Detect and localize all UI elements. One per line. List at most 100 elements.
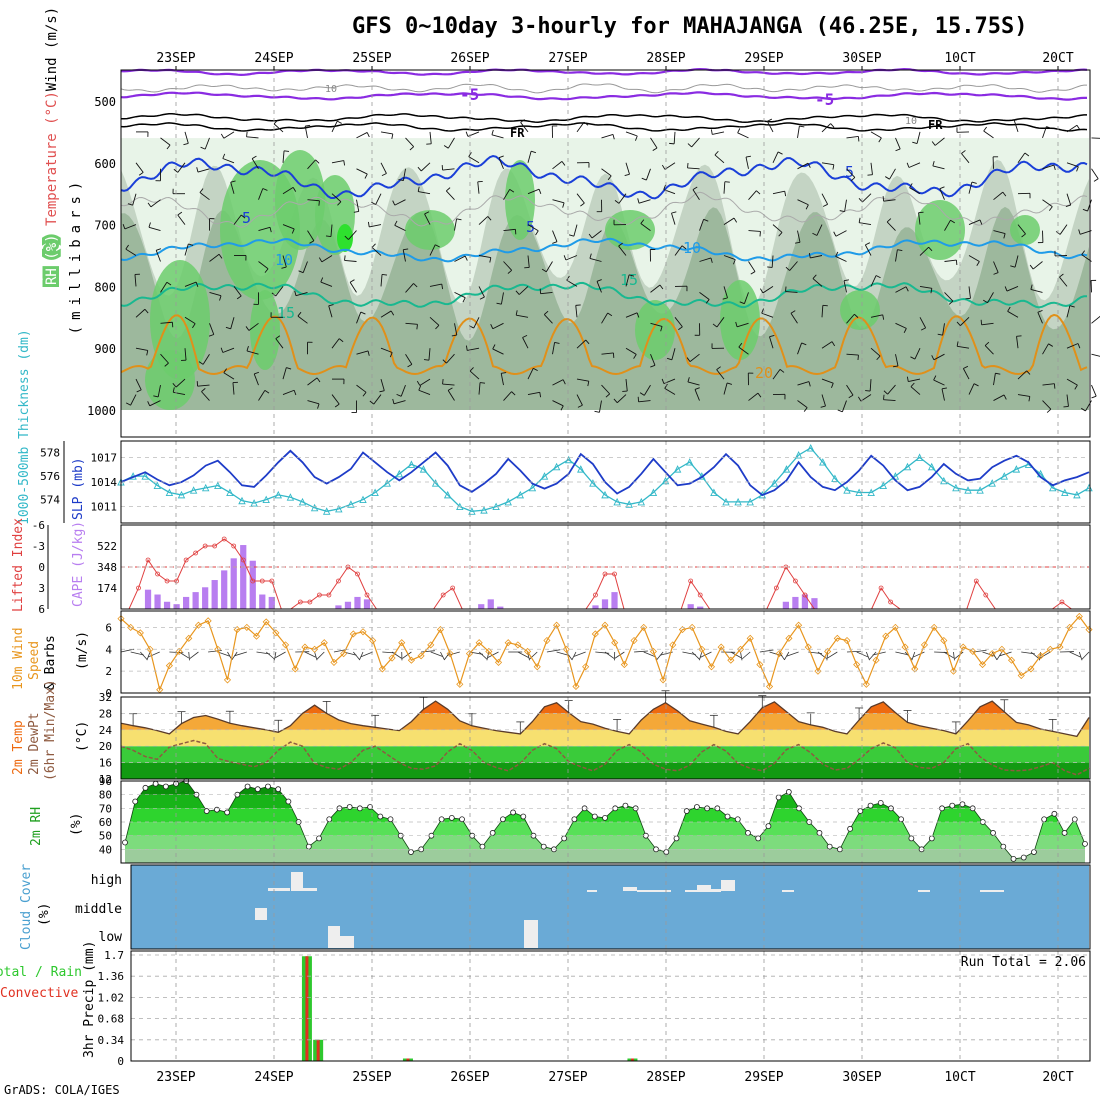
cape-tick-174: 174: [97, 582, 117, 595]
wind-barb: [209, 323, 215, 335]
wind-barb: [230, 317, 235, 329]
wind-barb: [500, 373, 504, 386]
wind-barb-flag: [733, 217, 738, 223]
wind-barb-flag: [479, 296, 485, 300]
wind-barb-flag: [349, 279, 355, 283]
rh2m-unit-label: (%): [69, 813, 84, 836]
wind-speed-point: [272, 629, 280, 637]
wind-barb: [197, 168, 210, 173]
wind-barb-flag: [1007, 306, 1011, 312]
wind-barb: [835, 230, 847, 237]
slp-tick-1014: 1014: [91, 476, 118, 489]
wind-barb-flag: [281, 266, 287, 269]
rh-point: [1082, 840, 1088, 847]
wind-barb: [737, 132, 749, 139]
top-date-5: 28SEP: [646, 51, 685, 66]
cloud-cell-7: [587, 890, 597, 892]
wind-barb: [565, 255, 578, 261]
thickness-point: [577, 465, 585, 473]
thickness-point: [286, 493, 295, 501]
li-point: [164, 578, 170, 584]
wind-barb-flag: [1065, 204, 1071, 207]
wind-barb-flag: [192, 323, 196, 329]
surface-wind-barb: [700, 651, 712, 658]
wind-barb: [405, 283, 414, 293]
wind-barb: [769, 336, 774, 349]
wind-barb-flag: [369, 400, 375, 405]
surface-wind-barb: [604, 651, 615, 659]
upper-air-label: RH (%) Temperature (°C)Wind (m/s): [44, 7, 60, 285]
li-point: [145, 557, 151, 563]
wind-barb-flag: [1048, 206, 1053, 211]
thickness-point: [819, 458, 827, 466]
wind-barb-flag: [416, 380, 421, 386]
wind-barb-flag: [1069, 305, 1075, 308]
precip-tick-1.36: 1.36: [98, 970, 125, 983]
wind-barb: [149, 400, 161, 407]
li-point: [364, 592, 370, 598]
wind-barb-flag: [963, 365, 969, 369]
wind-barb: [625, 162, 630, 175]
wind-barb: [209, 291, 222, 297]
wind-barb: [671, 348, 676, 360]
wind-barb-flag: [509, 189, 515, 193]
wind-barb: [714, 154, 725, 164]
surface-wind-barb: [382, 651, 397, 654]
wind-speed-point: [1027, 665, 1035, 673]
wind-barb: [1066, 162, 1079, 168]
rh-point: [765, 823, 772, 829]
surface-wind-barb: [656, 651, 664, 660]
thickness-point: [468, 507, 476, 515]
wind-barb: [124, 224, 137, 230]
wind-barb: [869, 379, 872, 392]
cloud-level-low: low: [99, 930, 123, 945]
wind-barb: [1032, 261, 1043, 270]
precip-ylabel: 3hr Precip (mm): [82, 941, 97, 1058]
wind-barb: [155, 250, 161, 262]
wind-barb: [968, 181, 973, 194]
wind-speed-point: [398, 639, 406, 647]
wind-barb-flag: [360, 311, 366, 315]
rh-point: [520, 813, 527, 820]
wind-speed-point: [920, 641, 929, 649]
wind-barb-flag: [362, 392, 367, 397]
wind-barb: [957, 345, 970, 349]
pressure-tick-600: 600: [94, 157, 116, 171]
wind-barb: [772, 190, 785, 195]
thickness-point: [443, 490, 452, 499]
wind-barb-flag: [200, 146, 206, 150]
wind-barb-flag: [830, 123, 835, 128]
thickness-point: [528, 483, 537, 492]
rh-point: [438, 816, 445, 823]
wind-barb-flag: [396, 393, 402, 397]
rh-point: [254, 786, 261, 793]
panel-frame-7: [130, 950, 1091, 1062]
contour-orange: [120, 313, 1088, 376]
wind10m-panel: [117, 612, 1093, 694]
wind-speed-point: [494, 658, 503, 666]
wind-speed-point: [146, 645, 154, 653]
thickness-point: [831, 474, 839, 482]
wind-barb-flag: [687, 377, 690, 383]
wind-barb: [552, 161, 563, 170]
wind-barb-flag: [1091, 395, 1097, 399]
wind-barb-flag: [367, 350, 370, 356]
cloud-background: [131, 865, 1089, 949]
label-blue-c: 5: [526, 218, 535, 236]
wind-barb: [716, 369, 725, 380]
surface-wind-barb: [421, 650, 435, 653]
wind-barb-flag: [831, 383, 834, 389]
wind-barb-flag: [337, 201, 342, 206]
wind-barb: [576, 339, 587, 349]
wind-barb: [895, 249, 898, 262]
surface-wind-barb: [402, 651, 412, 659]
wind-barb: [575, 305, 578, 318]
wind-barb-flag: [1059, 273, 1064, 278]
cloud-cell-5: [340, 936, 354, 948]
wind-barb-flag: [641, 177, 647, 181]
rh-point: [265, 783, 271, 790]
wind-barb-flag: [208, 334, 214, 337]
wind-barb: [282, 389, 295, 395]
wind-barb: [478, 382, 481, 395]
cape-bar: [240, 545, 247, 609]
